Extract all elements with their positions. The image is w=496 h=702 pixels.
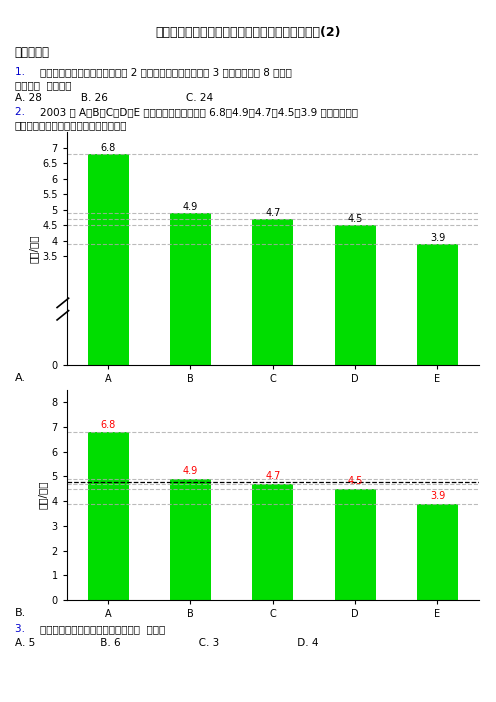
Text: 一、选择题: 一、选择题 [15,46,50,58]
Text: A. 28            B. 26                        C. 24: A. 28 B. 26 C. 24 [15,93,213,103]
Bar [252,219,294,365]
Y-axis label: 产量/万台: 产量/万台 [28,234,38,263]
Text: 4.9: 4.9 [183,201,198,211]
Bar [88,432,129,600]
Text: 4.7: 4.7 [265,472,280,482]
Bar [170,479,211,600]
Text: 用平底锅烙饼，每次最多只能烙 2 张饼，两面都要烙，每面 3 分钟。妈妈烙 8 张饼至: 用平底锅烙饼，每次最多只能烙 2 张饼，两面都要烙，每面 3 分钟。妈妈烙 8 … [40,67,292,77]
Text: A. 5                    B. 6                        C. 3                        : A. 5 B. 6 C. 3 [15,638,318,648]
Text: 1.: 1. [15,67,28,77]
Text: 一个正方形中，互相垂直的线段有（  ）对。: 一个正方形中，互相垂直的线段有（ ）对。 [40,624,165,634]
Text: 3.: 3. [15,624,28,634]
Text: 【压轴卷】小学四年级数学上期末一模试卷附答案(2): 【压轴卷】小学四年级数学上期末一模试卷附答案(2) [155,25,341,39]
Text: 4.5: 4.5 [348,477,363,486]
Text: 少要用（  ）分钟。: 少要用（ ）分钟。 [15,80,71,90]
Text: 6.8: 6.8 [101,420,116,430]
Text: 4.5: 4.5 [348,214,363,224]
Text: 6.8: 6.8 [101,143,116,152]
Text: 个图更能真实地反映它们产量上的差距？: 个图更能真实地反映它们产量上的差距？ [15,120,127,130]
Text: 2.: 2. [15,107,28,117]
Bar [334,225,376,365]
Text: B.: B. [15,608,26,618]
Bar [417,503,458,600]
Text: A.: A. [15,373,26,383]
Text: 4.9: 4.9 [183,466,198,477]
Bar [417,244,458,365]
Y-axis label: 产量/万台: 产量/万台 [38,481,48,509]
Bar [170,213,211,365]
Text: 3.9: 3.9 [430,232,445,243]
Text: 4.7: 4.7 [265,208,280,218]
Text: 3.9: 3.9 [430,491,445,501]
Bar [334,489,376,600]
Bar [88,154,129,365]
Text: 2003 年 A、B、C、D、E 五种轿车的产量分别为 6.8、4.9、4.7、4.5、3.9 万辆，下面哪: 2003 年 A、B、C、D、E 五种轿车的产量分别为 6.8、4.9、4.7、… [40,107,358,117]
Bar [252,484,294,600]
